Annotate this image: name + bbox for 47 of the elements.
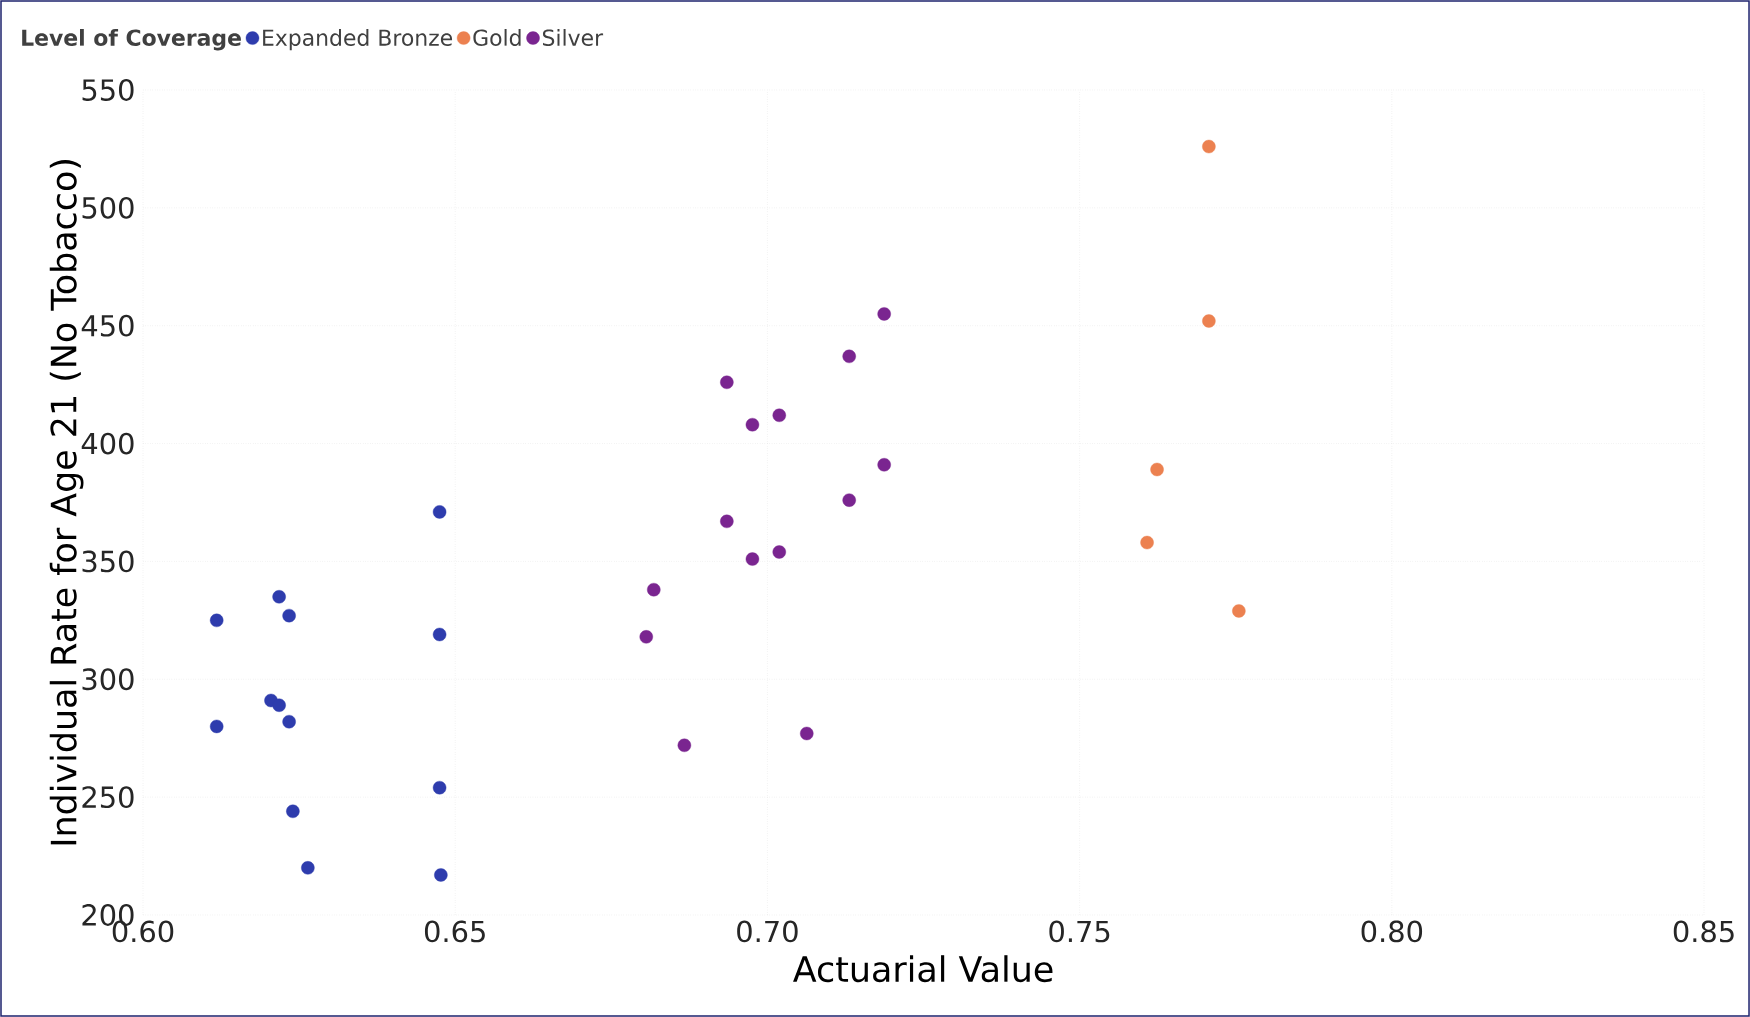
legend-label: Silver <box>542 28 604 46</box>
y-tick-label: 350 <box>82 550 134 573</box>
point <box>272 698 286 712</box>
point <box>877 458 891 472</box>
y-tick-label: 300 <box>82 668 134 691</box>
point <box>301 861 315 875</box>
y-tick-label: 550 <box>82 79 134 101</box>
point <box>209 613 224 628</box>
point <box>720 375 734 389</box>
point <box>432 781 447 795</box>
x-tick-label: 0.85 <box>1673 920 1734 943</box>
y-tick-label: 250 <box>82 786 134 809</box>
point <box>1202 139 1216 154</box>
legend-title: Level of Coverage <box>22 28 241 51</box>
point <box>282 608 296 623</box>
y-tick-label: 450 <box>81 314 134 337</box>
point <box>720 514 734 529</box>
point <box>842 349 856 364</box>
x-tick-label: 0.80 <box>1361 920 1423 943</box>
point <box>286 804 300 818</box>
point <box>647 583 661 597</box>
point <box>209 719 224 734</box>
point <box>1140 535 1154 550</box>
point <box>432 505 447 519</box>
legend-label: Gold <box>473 28 521 46</box>
point <box>434 868 448 882</box>
point <box>677 738 692 752</box>
point <box>745 552 760 566</box>
point <box>1232 604 1246 618</box>
point <box>639 630 653 644</box>
point <box>745 418 760 432</box>
point <box>772 408 786 422</box>
y-tick-label: 500 <box>82 196 134 219</box>
point <box>842 493 856 507</box>
point <box>877 307 891 321</box>
x-tick-label: 0.75 <box>1049 920 1110 943</box>
point <box>272 590 286 604</box>
x-axis-title: Actuarial Value <box>793 955 1053 983</box>
x-tick-label: 0.70 <box>737 920 798 943</box>
x-tick-label: 0.65 <box>424 920 485 943</box>
point <box>772 545 786 559</box>
point <box>800 726 814 741</box>
point <box>282 715 296 729</box>
legend-label: Expanded Bronze <box>263 28 453 51</box>
point <box>1150 462 1164 477</box>
point <box>432 627 447 642</box>
point <box>1202 314 1216 328</box>
